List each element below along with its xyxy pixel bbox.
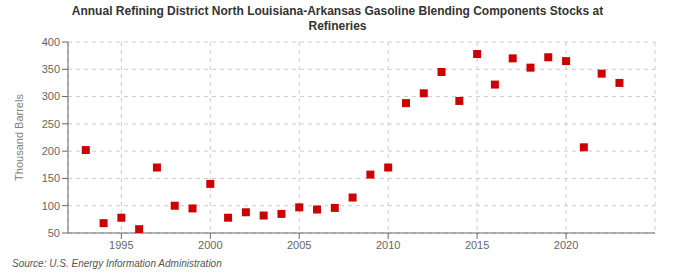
svg-text:2015: 2015 xyxy=(465,239,489,251)
svg-text:300: 300 xyxy=(42,90,60,102)
svg-text:150: 150 xyxy=(42,172,60,184)
svg-text:50: 50 xyxy=(48,227,60,239)
svg-text:100: 100 xyxy=(42,200,60,212)
html-text:Refineries: Refineries xyxy=(308,19,367,33)
svg-text:2010: 2010 xyxy=(376,239,400,251)
svg-text:2000: 2000 xyxy=(198,239,222,251)
svg-text:350: 350 xyxy=(42,63,60,75)
svg-text:200: 200 xyxy=(42,145,60,157)
svg-text:1995: 1995 xyxy=(109,239,133,251)
html-text:Source: U.S. Energy Informatio: Source: U.S. Energy Information Administ… xyxy=(12,258,222,269)
svg-text:2005: 2005 xyxy=(287,239,311,251)
svg-text:Thousand Barrels: Thousand Barrels xyxy=(13,94,25,181)
svg-text:400: 400 xyxy=(42,36,60,48)
html-text:Annual Refining District North: Annual Refining District North Louisiana… xyxy=(71,4,604,18)
svg-text:250: 250 xyxy=(42,118,60,130)
svg-text:2020: 2020 xyxy=(554,239,578,251)
